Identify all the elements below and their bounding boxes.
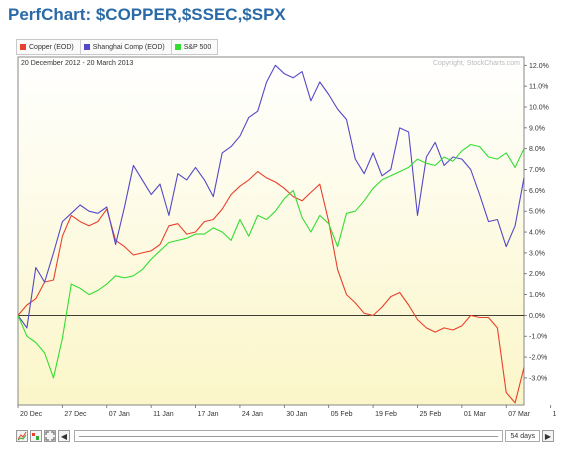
x-tick-label: 01 Mar [464,411,486,418]
x-tick-label: 19 Feb [375,411,397,418]
chart-controls: ◀ 54 days ▶ [16,428,556,444]
chart-area: 20 December 2012 - 20 March 2013 Copyrig… [16,55,573,430]
series-line-copper [17,171,525,404]
y-tick-label: 2.0% [529,271,545,278]
x-tick-label: 07 Jan [109,411,130,418]
chart-legend: Copper (EOD) Shanghai Comp (EOD) S&P 500 [16,39,219,55]
x-tick-label: 17 Jan [198,411,219,418]
scroll-right-button[interactable]: ▶ [542,430,554,442]
x-tick-label: 05 Feb [331,411,353,418]
x-tick-label: 25 Feb [419,411,441,418]
slider-rail [79,436,499,437]
x-tick-label: 24 Jan [242,411,263,418]
legend-item-copper[interactable]: Copper (EOD) [17,40,81,54]
y-tick-label: 0.0% [529,313,545,320]
legend-swatch-sp500 [174,44,181,50]
legend-swatch-copper [20,44,26,50]
copyright-watermark: Copyright, StockCharts.com [433,60,520,67]
series-line-shanghai [17,64,525,329]
y-tick-label: 6.0% [529,188,545,195]
y-tick-label: 7.0% [529,167,545,174]
x-tick-label: 20 Dec [20,411,43,418]
y-tick-label: 9.0% [529,125,545,132]
y-tick-label: -1.0% [529,334,547,341]
x-tick-label: 27 Dec [64,411,87,418]
y-tick-label: 10.0% [529,105,549,112]
legend-item-shanghai[interactable]: Shanghai Comp (EOD) [81,40,172,54]
days-count-field[interactable]: 54 days [505,430,540,442]
legend-label-sp500: S&P 500 [183,43,212,51]
date-range-slider[interactable] [74,430,504,442]
y-tick-label: 11.0% [529,84,548,91]
x-tick-label: 13 Mar [553,411,556,418]
x-tick-label: 11 Jan [153,411,174,418]
x-tick-label: 07 Mar [508,411,530,418]
fullscreen-icon[interactable] [44,430,56,442]
y-tick-label: 4.0% [529,230,545,237]
performance-chart: 20 December 2012 - 20 March 2013 Copyrig… [17,56,573,418]
y-tick-label: 1.0% [529,292,545,299]
page-title: PerfChart: $COPPER,$SSEC,$SPX [8,5,286,24]
bar-chart-toggle-icon[interactable] [30,430,42,442]
plot-background [17,56,525,406]
y-tick-label: -2.0% [529,355,547,362]
legend-swatch-shanghai [83,44,90,50]
y-tick-label: -3.0% [529,375,547,382]
y-tick-label: 5.0% [529,209,545,216]
line-chart-toggle-icon[interactable] [16,430,28,442]
y-tick-label: 8.0% [529,146,545,153]
y-tick-label: 3.0% [529,250,545,257]
legend-label-copper: Copper (EOD) [29,43,74,51]
scroll-left-button[interactable]: ◀ [58,430,70,442]
date-range-label: 20 December 2012 - 20 March 2013 [21,60,134,67]
legend-item-sp500[interactable]: S&P 500 [172,40,218,54]
series-line-sp500 [17,143,525,379]
y-tick-label: 12.0% [529,63,549,70]
x-tick-label: 30 Jan [286,411,307,418]
legend-label-shanghai: Shanghai Comp (EOD) [92,43,165,51]
